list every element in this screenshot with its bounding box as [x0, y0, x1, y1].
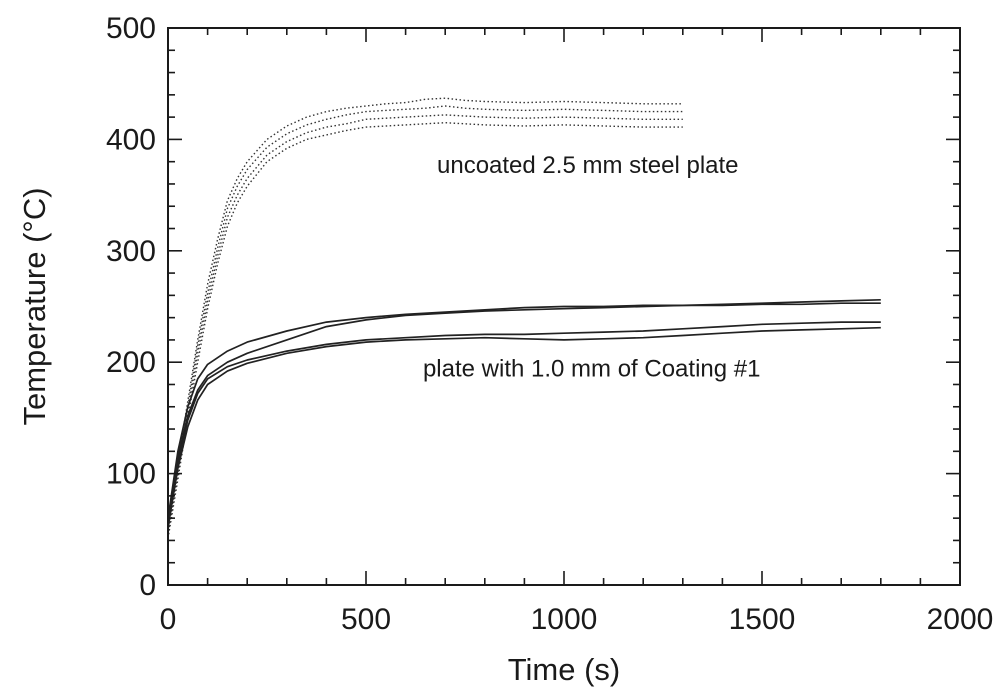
series-layer	[167, 97, 881, 539]
y-tick-label: 0	[139, 569, 156, 602]
coated-series-line	[167, 321, 881, 524]
x-tick-label: 500	[341, 603, 391, 636]
y-tick-label: 100	[106, 458, 156, 491]
x-tick-label: 0	[160, 603, 177, 636]
y-tick-label: 500	[106, 12, 156, 45]
x-axis-title: Time (s)	[508, 652, 621, 687]
coated-series-line	[167, 326, 881, 528]
coated-series-line	[167, 298, 881, 519]
y-tick-label: 400	[106, 123, 156, 156]
x-tick-label: 2000	[927, 603, 994, 636]
y-tick-label: 200	[106, 346, 156, 379]
uncoated-series-line	[167, 105, 683, 532]
coated-series-line	[167, 302, 881, 521]
series-annotation: uncoated 2.5 mm steel plate	[437, 152, 739, 179]
y-tick-label: 300	[106, 235, 156, 268]
y-axis-title: Temperature (°C)	[17, 187, 52, 425]
x-tick-label: 1500	[729, 603, 796, 636]
label-layer: 0 500 1000 1500 2000 0 100 200 300 400 500 uncoated…	[106, 12, 993, 636]
series-annotation: plate with 1.0 mm of Coating #1	[423, 356, 761, 383]
uncoated-series-line	[167, 114, 683, 536]
x-tick-label: 1000	[531, 603, 598, 636]
uncoated-series-line	[167, 121, 683, 539]
plot-frame	[167, 27, 961, 586]
